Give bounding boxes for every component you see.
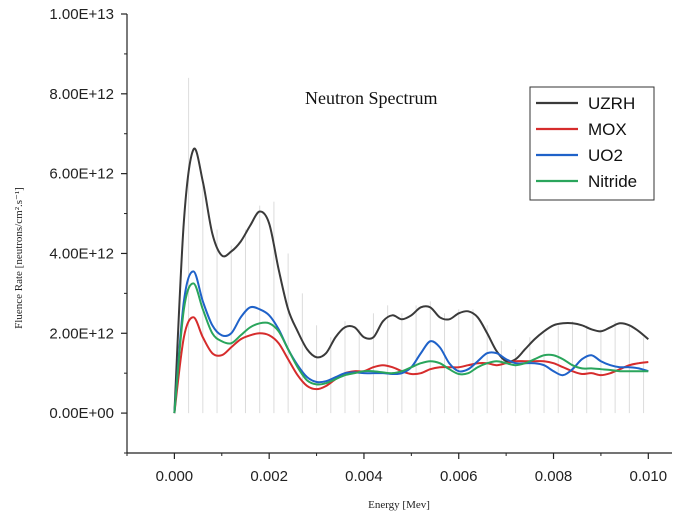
x-tick-label: 0.004 (345, 468, 383, 485)
series-line-nitride (173, 282, 649, 414)
y-tick-label: 8.00E+12 (49, 86, 114, 103)
series-line-mox (173, 316, 649, 414)
axes: 0.00E+00 2.00E+12 4.00E+12 6.00E+12 8.00E+12… (49, 6, 672, 485)
legend-label-uo2: UO2 (588, 146, 623, 165)
legend-label-uzrh: UZRH (588, 94, 635, 113)
x-tick-label: 0.000 (156, 468, 194, 485)
x-tick-label: 0.002 (250, 468, 288, 485)
y-axis-title: Fluence Rate [neutrons/cm².s⁻¹] (13, 187, 25, 329)
legend: UZRH MOX UO2 Nitride (529, 86, 655, 201)
y-tick-label: 4.00E+12 (49, 245, 114, 262)
series-lines (173, 147, 649, 414)
legend-label-mox: MOX (588, 120, 627, 139)
legend-label-nitride: Nitride (588, 172, 637, 191)
y-tick-label: 0.00E+00 (49, 405, 114, 422)
x-tick-label: 0.006 (440, 468, 478, 485)
x-axis-title: Energy [Mev] (368, 499, 430, 511)
x-tick-label: 0.008 (535, 468, 573, 485)
x-tick-label: 0.010 (630, 468, 668, 485)
y-tick-label: 6.00E+12 (49, 166, 114, 183)
y-tick-label: 2.00E+12 (49, 325, 114, 342)
chart-title: Neutron Spectrum (305, 88, 437, 108)
y-tick-label: 1.00E+13 (49, 6, 114, 23)
series-line-uzrh (173, 147, 649, 414)
